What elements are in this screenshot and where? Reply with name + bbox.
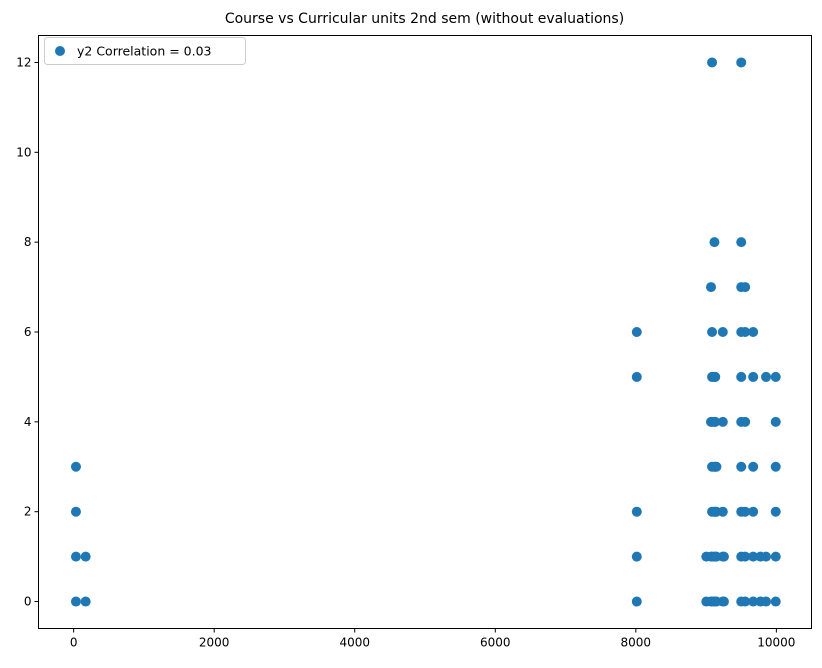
data-point [710, 416, 721, 427]
data-point [748, 461, 759, 472]
data-point [736, 371, 747, 382]
data-point [740, 506, 751, 517]
x-tick-label: 8000 [621, 636, 652, 650]
data-point [80, 551, 91, 562]
data-point [631, 327, 642, 337]
y-tick-label: 8 [24, 235, 32, 249]
data-point [770, 506, 781, 517]
y-tick-label: 0 [24, 595, 32, 609]
data-point [631, 596, 642, 607]
data-point [740, 596, 751, 607]
data-point [748, 371, 759, 382]
data-point [770, 416, 781, 427]
data-point [740, 282, 751, 293]
data-point [707, 57, 718, 68]
legend: y2 Correlation = 0.03 [44, 37, 246, 65]
data-point [717, 506, 728, 517]
x-axis: 0 2000 4000 6000 8000 10000 [70, 628, 795, 650]
data-point [70, 551, 81, 562]
data-point [736, 237, 747, 248]
data-point [770, 596, 781, 607]
data-point [710, 371, 721, 382]
legend-label: y2 Correlation = 0.03 [77, 44, 212, 59]
data-point [706, 282, 717, 293]
data-point [70, 461, 81, 472]
data-point [748, 506, 759, 517]
y-tick-label: 6 [24, 325, 32, 339]
x-tick-label: 4000 [339, 636, 370, 650]
data-point [740, 551, 751, 562]
legend-marker [55, 46, 65, 56]
data-point [707, 327, 718, 337]
x-tick-label: 6000 [480, 636, 511, 650]
data-point [761, 596, 772, 607]
data-point [717, 416, 728, 427]
data-point [709, 237, 720, 248]
x-tick-label: 10000 [757, 636, 795, 650]
data-point [740, 327, 751, 337]
data-point [770, 371, 781, 382]
data-point [711, 461, 722, 472]
x-tick-label: 2000 [199, 636, 230, 650]
data-point [718, 551, 729, 562]
data-point [736, 57, 747, 68]
data-point [740, 416, 751, 427]
data-point [70, 596, 81, 607]
y-axis: 0 2 4 6 8 10 12 [16, 55, 39, 609]
data-point [80, 596, 91, 607]
data-point [631, 371, 642, 382]
plot-frame [38, 35, 812, 629]
data-point [770, 551, 781, 562]
data-point [70, 506, 81, 517]
y-tick-label: 12 [16, 55, 31, 69]
y-tick-label: 10 [16, 145, 31, 159]
legend-box [44, 37, 246, 65]
data-point [770, 461, 781, 472]
data-point [748, 327, 759, 337]
y-tick-label: 2 [24, 505, 32, 519]
data-point [761, 551, 772, 562]
y-tick-label: 4 [24, 415, 32, 429]
data-point [718, 596, 729, 607]
data-point [631, 551, 642, 562]
data-point [631, 506, 642, 517]
data-point [748, 551, 759, 562]
chart-title: Course vs Curricular units 2nd sem (with… [225, 11, 624, 27]
data-point [717, 327, 728, 337]
data-point [761, 371, 772, 382]
data-points [70, 57, 781, 607]
data-point [736, 461, 747, 472]
x-tick-label: 0 [70, 636, 78, 650]
data-point [748, 596, 759, 607]
